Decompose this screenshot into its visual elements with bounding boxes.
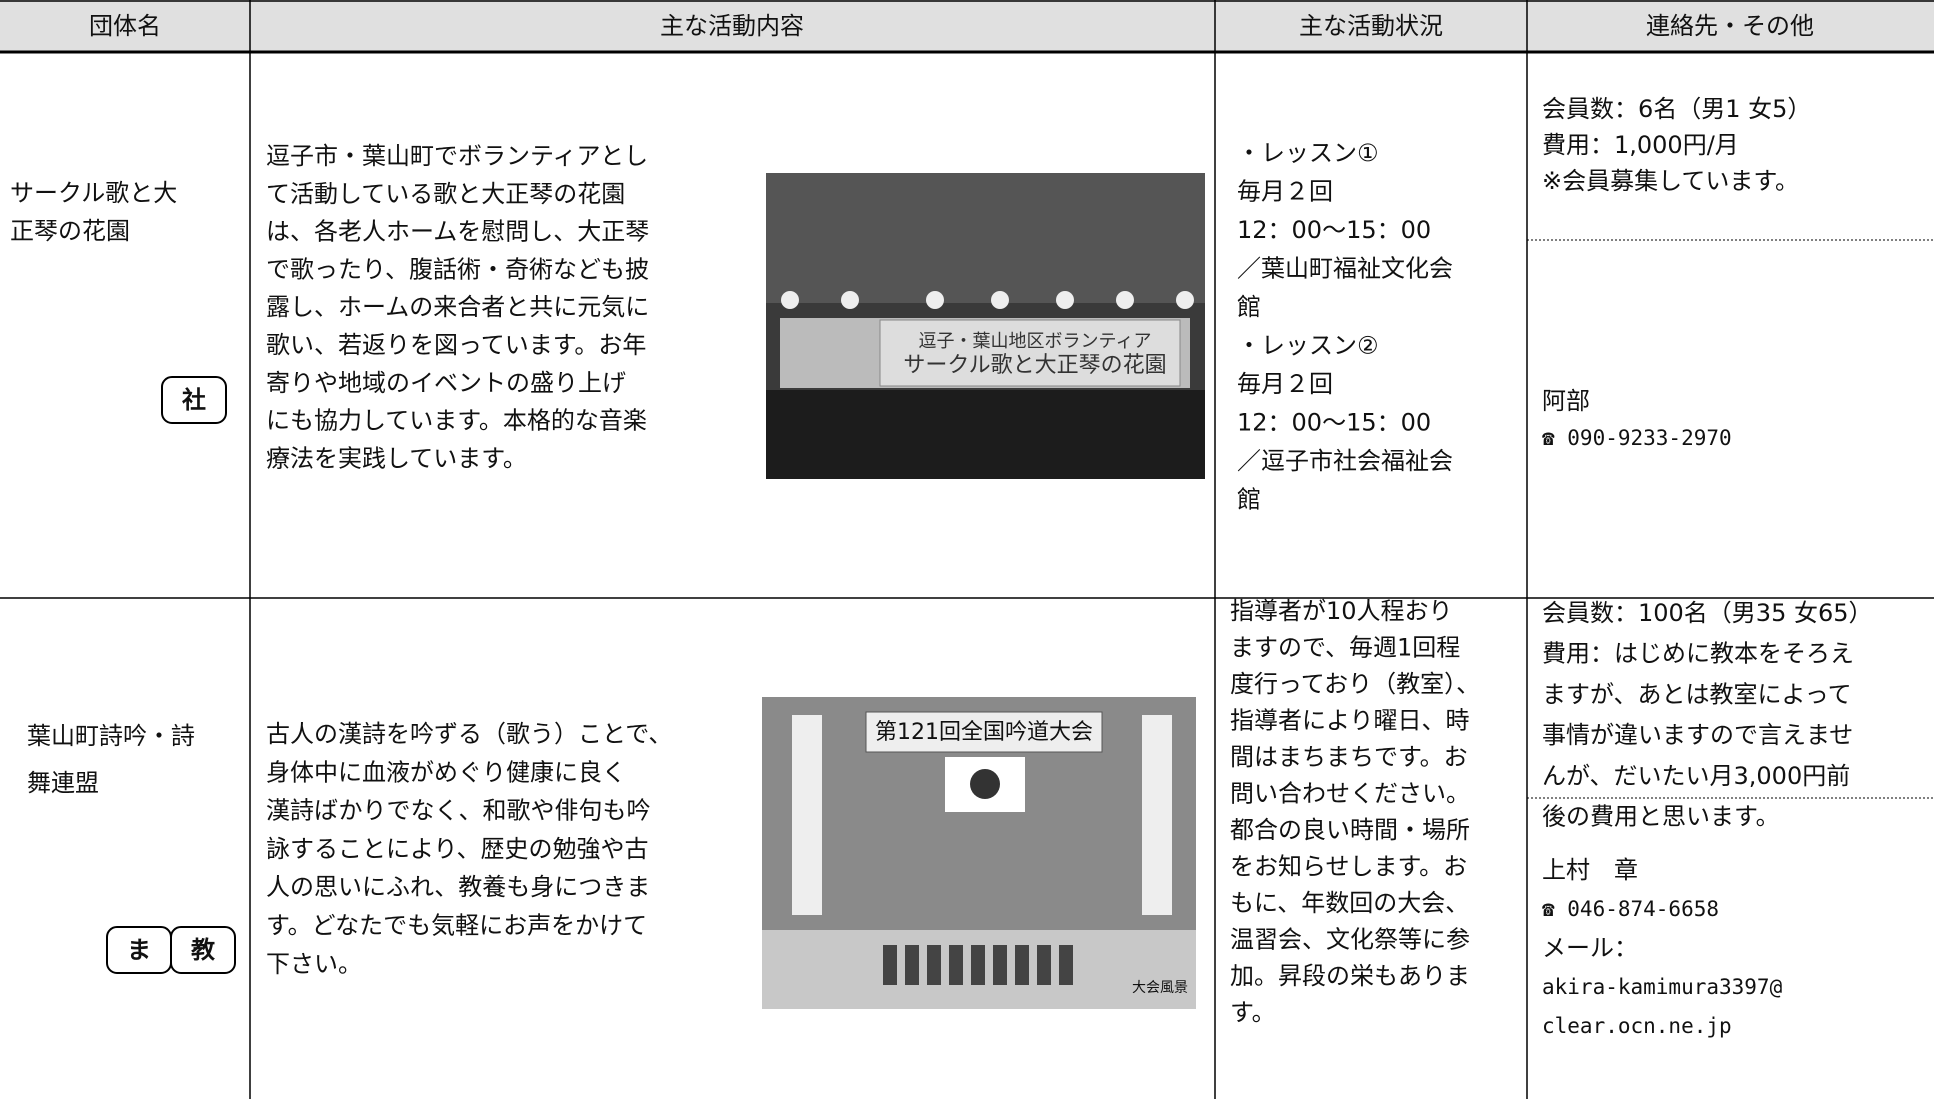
description-line: 歌い、若返りを図っています。お年 [266,331,646,359]
header-cell: 主な活動内容 [660,12,804,40]
badge [170,926,236,974]
activity-line: 12：00～15：00 [1237,216,1431,244]
activity-line: 毎月２回 [1237,370,1333,398]
activity-line: 都合の良い時間・場所 [1230,816,1470,844]
activity-line: ・レッスン① [1237,139,1379,167]
description-line: す。どなたでも気軽にお声をかけて [266,912,647,940]
description-line: 身体中に血液がめぐり健康に良く [266,758,626,786]
membership-line: んが、だいたい月3,000円前 [1542,762,1850,790]
description-line: 古人の漢詩を吟ずる（歌う）ことで、 [266,720,672,748]
group-name: 舞連盟 [27,769,99,797]
header-cell: 主な活動状況 [1299,12,1443,40]
description-line: 人の思いにふれ、教養も身につきま [266,873,650,901]
contact-line: ☎ 046-874-6658 [1542,897,1719,921]
activity-line: 温習会、文化祭等に参 [1230,926,1470,954]
activity-line: ／葉山町福祉文化会 [1237,255,1453,283]
activity-line: 館 [1237,486,1261,514]
activity-line: もに、年数回の大会、 [1230,889,1469,917]
photo-2 [762,697,1196,1009]
contact-line: akira-kamimura3397@ [1542,975,1783,999]
activity-line: 指導者により曜日、時 [1230,707,1470,735]
activity-line: をお知らせします。お [1230,853,1467,881]
badge-label: 教 [191,936,216,964]
description-line: て活動している歌と大正琴の花園 [266,180,625,208]
description-line: にも協力しています。本格的な音楽 [266,407,647,435]
contact-line: メール： [1542,934,1638,962]
description-line: 療法を実践しています。 [266,444,527,472]
activity-line: 12：00～15：00 [1237,409,1431,437]
activity-line: 指導者が10人程おり [1230,597,1453,625]
membership-line: 費用：1,000円/月 [1542,131,1739,159]
membership-line: 事情が違いますので言えませ [1542,721,1853,749]
activity-line: ／逗子市社会福祉会 [1237,447,1453,475]
group-name: 正琴の花園 [10,217,130,245]
badge-label: ま [127,936,151,964]
description-line: 逗子市・葉山町でボランティアとし [266,142,648,170]
activity-line: 間はまちまちです。お [1230,743,1468,771]
contact-line: clear.ocn.ne.jp [1542,1014,1732,1038]
description-line: 露し、ホームの来合者と共に元気に [266,293,649,321]
description-line: 漢詩ばかりでなく、和歌や俳句も吟 [266,797,650,825]
photo-caption: サークル歌と大正琴の花園 [903,353,1166,378]
membership-line: 費用：はじめに教本をそろえ [1542,640,1854,668]
photo-caption: 第121回全国吟道大会 [875,720,1093,745]
group-name: 葉山町詩吟・詩 [27,722,195,750]
activity-line: す。 [1230,999,1276,1027]
description-line: 詠することにより、歴史の勉強や古 [266,835,649,863]
photo-caption: 逗子・葉山地区ボランティア [919,331,1152,352]
photo-1 [766,173,1205,479]
contact-line: ☎ 090-9233-2970 [1542,426,1732,450]
photo-caption: 大会風景 [1132,980,1188,996]
activity-line: ますので、毎週1回程 [1230,634,1460,662]
header-cell: 団体名 [89,12,161,40]
group-name: サークル歌と大 [10,179,177,207]
header-cell: 連絡先・その他 [1646,12,1814,40]
badge-label: 社 [182,386,206,414]
activity-line: 毎月２回 [1237,178,1333,206]
contact-line: 上村 章 [1542,856,1638,884]
activity-line: 問い合わせください。 [1230,780,1470,808]
activity-line: ・レッスン② [1237,332,1379,360]
membership-line: ますが、あとは教室によって [1542,680,1852,708]
contact-line: 阿部 [1542,387,1590,415]
badge [161,376,227,424]
membership-line: 会員数：6名（男1 女5） [1542,95,1811,123]
description-line: 寄りや地域のイベントの盛り上げ [266,369,626,397]
description-line: は、各老人ホームを慰問し、大正琴 [266,218,649,246]
activity-line: 加。昇段の栄もありま [1230,962,1470,990]
description-line: 下さい。 [266,950,362,978]
activity-line: 館 [1237,293,1261,321]
description-line: で歌ったり、腹話術・奇術なども披 [266,255,649,283]
membership-line: 後の費用と思います。 [1542,803,1780,831]
membership-line: ※会員募集しています。 [1542,167,1799,195]
membership-line: 会員数：100名（男35 女65） [1542,599,1873,627]
header-bg [0,0,1934,52]
activity-line: 度行っており（教室）、 [1230,670,1480,698]
